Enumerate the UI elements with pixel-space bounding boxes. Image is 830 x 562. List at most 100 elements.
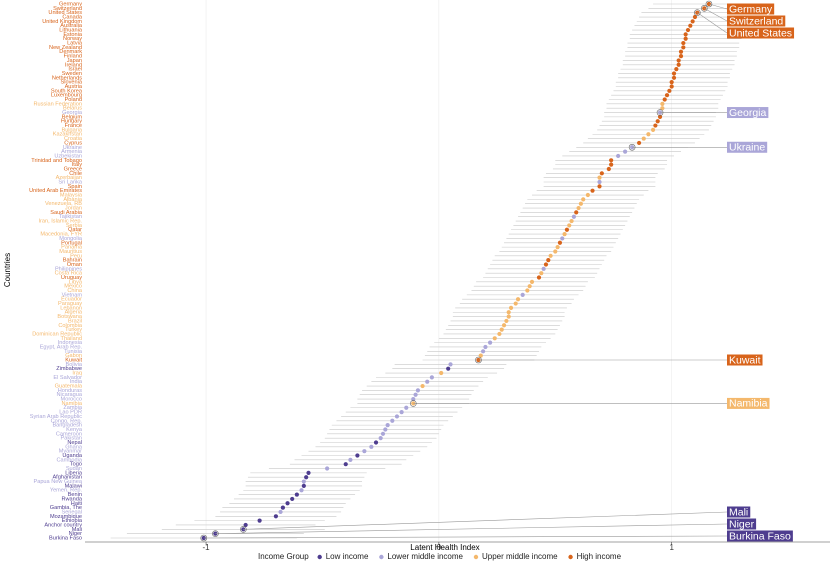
point	[373, 440, 379, 445]
y-tick-label: Georgia	[62, 110, 83, 116]
y-tick-label: Jordan	[65, 206, 82, 212]
y-tick-label: Vietnam	[62, 292, 83, 298]
y-tick-label: Tunisia	[64, 349, 83, 355]
annotation-connector	[697, 12, 728, 34]
point	[571, 214, 577, 219]
y-tick-label: Ghana	[65, 444, 83, 450]
y-tick-label: Panama	[61, 245, 83, 251]
point	[560, 236, 565, 241]
point	[508, 305, 514, 311]
point	[669, 80, 674, 85]
point	[525, 288, 530, 293]
point	[499, 327, 504, 332]
y-tick-label: Kuwait	[65, 357, 82, 363]
point	[343, 462, 348, 467]
y-tick-label: Israel	[68, 67, 82, 73]
annotation-label: Namibia	[729, 398, 768, 410]
point	[301, 479, 306, 484]
annotation-marker	[240, 526, 247, 533]
y-tick-label: Germany	[59, 1, 82, 7]
y-tick-label: Ukraine	[63, 145, 82, 151]
y-tick-label: Yemen, Rep.	[50, 488, 83, 494]
annotation-marker	[212, 530, 219, 537]
point	[683, 32, 688, 37]
y-tick-label: Finland	[64, 54, 82, 60]
annotation-box	[727, 3, 775, 15]
y-tick-label: Nepal	[67, 440, 82, 446]
annotation-label: Ukraine	[729, 142, 765, 154]
y-tick-label: Australia	[60, 23, 83, 29]
point	[213, 531, 218, 536]
y-tick-label: Belgium	[62, 114, 83, 120]
point	[681, 45, 686, 50]
point	[420, 383, 425, 389]
y-tick-label: Trinidad and Tobago	[31, 158, 82, 164]
annotation-connector	[203, 535, 728, 539]
annotation-label: Mali	[729, 506, 748, 518]
y-tick-label: Denmark	[59, 49, 82, 55]
y-tick-label: Namibia	[61, 401, 82, 407]
y-tick-label: Croatia	[64, 136, 83, 142]
y-tick-label: Slovenia	[61, 80, 83, 86]
point	[383, 427, 388, 432]
point	[657, 114, 663, 119]
y-tick-label: United Kingdom	[42, 19, 82, 25]
point	[664, 93, 670, 98]
annotation-label: United States	[729, 27, 792, 39]
point	[539, 271, 544, 276]
point	[541, 266, 546, 271]
y-tick-label: Portugal	[61, 240, 82, 246]
point	[576, 205, 581, 211]
point	[597, 184, 602, 189]
y-tick-label: Qatar	[68, 227, 82, 233]
y-tick-label: China	[67, 288, 83, 294]
y-tick-label: Liberia	[65, 470, 83, 476]
point	[243, 522, 248, 528]
point	[671, 75, 677, 80]
point	[481, 349, 486, 354]
point	[653, 123, 658, 128]
annotation-connector	[215, 523, 728, 534]
y-tick-label: Libya	[69, 279, 83, 285]
x-tick-label: 1	[669, 543, 674, 552]
y-tick-label: Albania	[63, 197, 83, 203]
point	[278, 509, 283, 515]
y-tick-label: Cambodia	[57, 457, 83, 463]
point	[413, 392, 418, 397]
point	[585, 192, 590, 198]
y-tick-label: Togo	[70, 462, 82, 468]
point	[623, 149, 628, 154]
point	[478, 353, 483, 358]
point	[553, 249, 558, 254]
point	[674, 67, 679, 72]
y-tick-label: Morocco	[61, 397, 82, 403]
point	[646, 132, 651, 137]
y-tick-label: Mexico	[64, 284, 82, 290]
point	[667, 88, 672, 93]
y-tick-label: United Arab Emirates	[29, 188, 82, 194]
y-tick-label: Paraguay	[58, 301, 82, 307]
point	[606, 166, 611, 172]
point	[290, 496, 295, 502]
point	[380, 431, 386, 436]
y-tick-label: Ethiopia	[62, 518, 83, 524]
y-tick-label: Afghanistan	[52, 475, 82, 481]
point	[513, 301, 518, 306]
y-tick-label: Spain	[68, 184, 82, 190]
legend-marker	[317, 554, 322, 560]
y-tick-label: Mali	[72, 527, 82, 533]
point	[536, 275, 542, 280]
annotation-marker	[705, 0, 713, 8]
y-axis-title: Countries	[3, 253, 12, 287]
point	[527, 284, 532, 289]
point	[483, 344, 488, 350]
point	[548, 253, 553, 258]
y-tick-label: Chile	[69, 171, 82, 177]
y-tick-label: Bahrain	[63, 258, 82, 264]
y-tick-label: Uzbekistan	[54, 153, 82, 159]
point	[273, 514, 279, 519]
x-tick-label: -1	[203, 543, 211, 552]
y-tick-label: Serbia	[66, 223, 83, 229]
y-tick-label: Malaysia	[60, 193, 83, 199]
y-tick-label: Russian Federation	[33, 101, 82, 107]
